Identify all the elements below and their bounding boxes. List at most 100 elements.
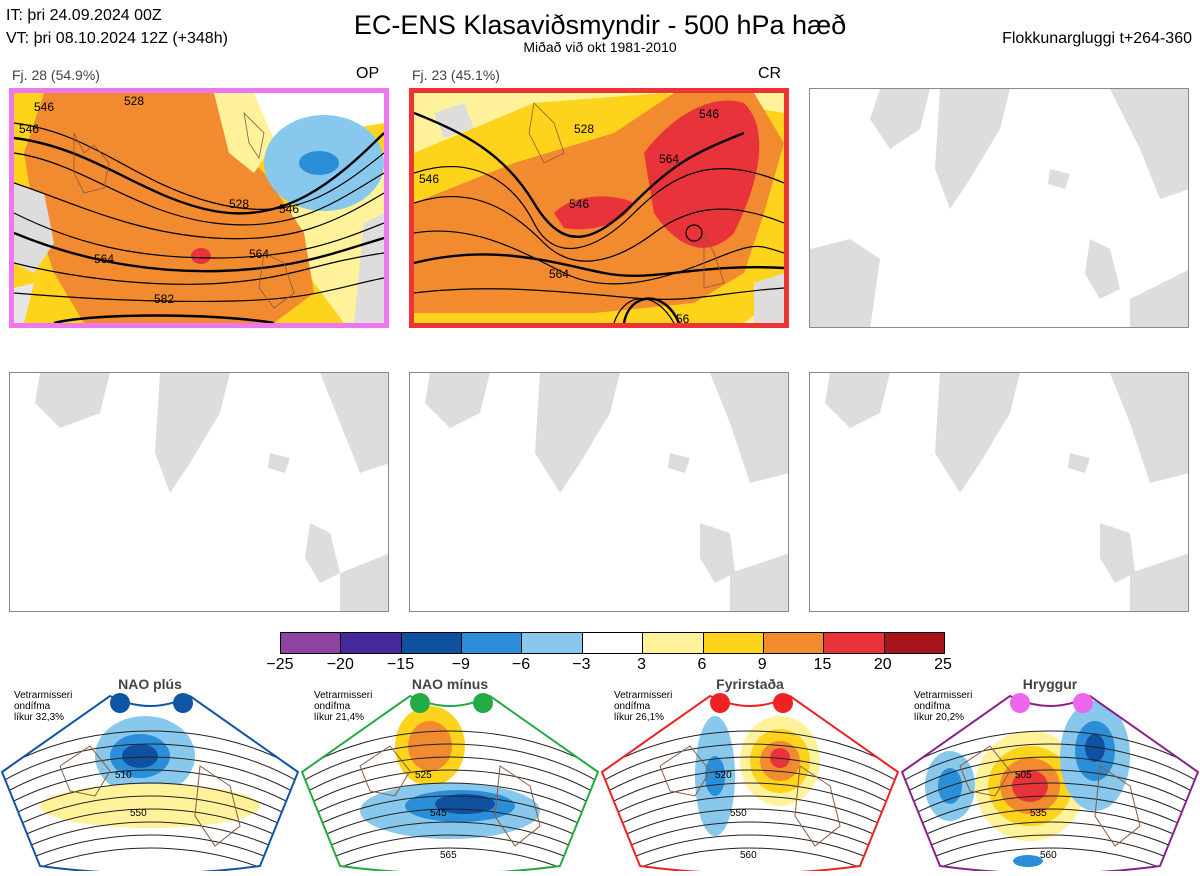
regime-info: Vetrarmisseri ondífma líkur 26,1% [614,690,672,723]
contour-line [902,743,1198,790]
colorbar-tick-label: −9 [451,656,470,673]
regime-marker-dot [473,693,493,713]
empty-map-panel-5[interactable] [409,372,789,612]
contour-label: 56 [676,312,690,323]
regime-marker-dot [1073,693,1093,713]
contour-line [2,756,298,803]
regime-4: 505 535 560 Hryggur Vetrarmisseri ondífma líku… [900,676,1200,875]
panel-2-code: CR [758,65,782,82]
colorbar-tick-label: −20 [326,656,354,673]
regime-contour-label: 550 [130,808,147,819]
panel-2-label: Fj. 23 (45.1%) [412,67,500,83]
contour-line [302,808,598,855]
colorbar-tick-label: −3 [572,656,591,673]
empty-map-panel-6[interactable] [809,372,1189,612]
anomaly-colorbar [280,632,945,654]
contour-label: 546 [279,202,299,216]
empty-map-panel-3[interactable] [809,88,1189,328]
regime-info-line: Vetrarmisseri [14,690,73,701]
contour-label: 564 [659,152,679,166]
colorbar-tick-label: 25 [934,656,952,673]
contour-line [2,782,298,829]
cluster-map-panel-2[interactable]: 546 528 546 564 546 564 56 [409,88,789,328]
regime-fan-map: 525 545 565 [300,693,600,875]
regime-fan-map: 520 550 560 [600,693,900,875]
regime-info-line: ondífma [914,701,951,712]
regime-contour-label: 510 [115,770,132,781]
regime-contour-label: 535 [1030,808,1047,819]
colorbar-swatch [582,633,644,653]
regime-contour-label: 505 [1015,770,1032,781]
coastline [359,745,541,847]
regime-contour-label: 560 [1040,850,1057,861]
regime-info-line: ondífma [14,701,51,712]
contour-line [302,769,598,816]
regime-info-line: líkur 20,2% [914,712,965,723]
regime-info-line: ondífma [314,701,351,712]
regime-marker-dot [110,693,130,713]
contour-line [2,769,298,816]
contour-line [902,769,1198,816]
colorbar-swatch [884,633,944,653]
regime-info-line: Vetrarmisseri [914,690,973,701]
contour-label: 546 [419,172,439,186]
base-map-3 [810,89,1188,327]
base-map-6 [825,373,1188,611]
regime-contour-label: 550 [730,808,747,819]
contour-label: 528 [574,122,594,136]
cluster-map-2-graphic: 546 528 546 564 546 564 56 [414,93,784,323]
contour-line [602,795,898,842]
anomaly-area [1013,855,1043,867]
contour-line [902,795,1198,842]
regime-name: Hryggur [1022,676,1078,692]
colorbar-swatch [401,633,463,653]
coastline [59,745,241,847]
contour-line [302,730,598,777]
initial-time: IT: þri 24.09.2024 00Z [6,7,162,24]
regime-info-line: ondífma [614,701,651,712]
contour-label: 546 [19,122,39,136]
regime-3: 520 550 560 Fyrirstaða Vetrarmisseri ondífma l… [600,676,900,875]
regime-2: 525 545 565 NAO mínus Vetrarmisseri ondífma lí… [300,676,600,875]
colorbar-tick-label: 15 [813,656,832,673]
contour-line [902,782,1198,829]
regime-info: Vetrarmisseri ondífma líkur 20,2% [914,690,972,723]
contour-line [302,756,598,803]
anomaly-area [1085,734,1105,762]
regime-info-line: líkur 32,3% [14,712,65,723]
regime-marker-dot [410,693,430,713]
regime-1: 510 550 NAO plús Vetrarmisseri ondífma líkur … [0,676,300,875]
anomaly-area [705,756,725,796]
colorbar-tick-label: 3 [637,656,647,673]
contour-line [902,756,1198,803]
colorbar-tick-label: 9 [757,656,767,673]
empty-map-panel-4[interactable] [9,372,389,612]
contour-line [902,730,1198,777]
page-title: EC-ENS Klasaviðsmyndir - 500 hPa hæð [353,10,847,40]
base-map-5 [425,373,788,611]
contour-label: 564 [549,267,569,281]
contour-line [602,782,898,829]
colorbar-swatch [281,633,342,653]
contour-line [602,808,898,855]
colorbar-swatch [703,633,764,653]
cluster-map-1-graphic: 546 528 546 528 546 564 564 582 [14,93,384,323]
regime-info-line: Vetrarmisseri [314,690,373,701]
cluster-map-panel-1[interactable]: 546 528 546 528 546 564 564 582 [9,88,389,328]
contour-line [2,730,298,777]
regime-marker-dot [710,693,730,713]
colorbar-swatch [462,633,523,653]
contour-line [602,756,898,803]
contour-label: 546 [699,107,719,121]
panel-1-code: OP [356,65,380,82]
contour-line [2,821,298,868]
contour-line [602,743,898,790]
regime-contour-label: 565 [440,850,457,861]
page-subtitle: Miðað við okt 1981-2010 [523,39,677,55]
contour-line [602,769,898,816]
regime-contour-label: 520 [715,770,732,781]
contour-line [302,795,598,842]
header-info: IT: þri 24.09.2024 00Z VT: þri 08.10.202… [6,4,228,50]
regime-info-line: líkur 26,1% [614,712,665,723]
colorbar-tick-label: −25 [266,656,294,673]
